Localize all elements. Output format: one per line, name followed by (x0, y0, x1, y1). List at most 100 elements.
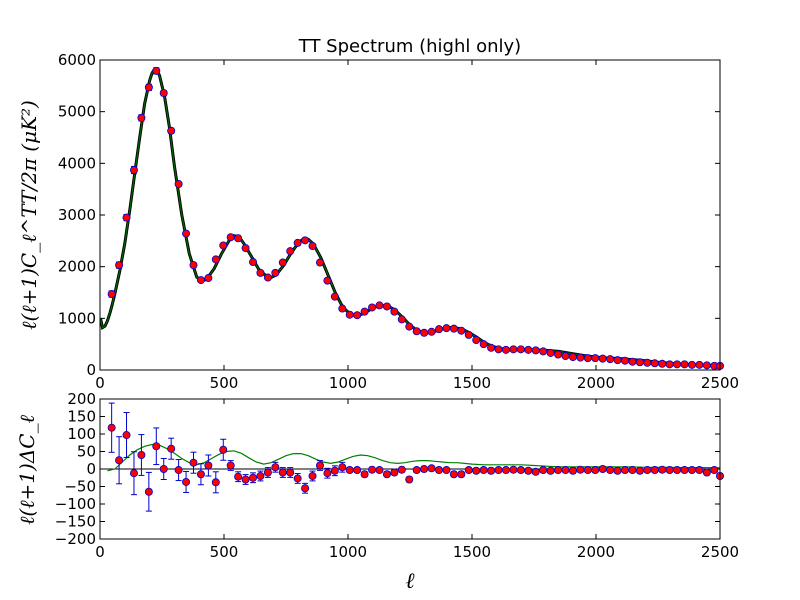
bottom-plot-frame (99, 398, 721, 540)
data-point (345, 310, 354, 319)
data-point (107, 423, 116, 432)
data-point (635, 466, 644, 475)
y-tick-label: 3000 (58, 206, 96, 224)
bottom-plot-area: 0 500 1000 1500 2000 2500−200−150−100−5005010… (55, 390, 739, 561)
data-point (680, 466, 689, 475)
data-point (144, 83, 153, 92)
data-point (286, 247, 295, 256)
data-point (368, 303, 377, 312)
data-point (167, 126, 176, 135)
data-point (271, 268, 280, 277)
data-point (256, 471, 265, 480)
data-point (107, 290, 116, 299)
data-point (554, 350, 563, 359)
data-point (115, 456, 124, 465)
data-point (293, 474, 302, 483)
y-tick-label: 0 (86, 460, 96, 478)
data-point (435, 325, 444, 334)
data-point (561, 352, 570, 361)
data-point (152, 442, 161, 451)
data-point (174, 466, 183, 475)
data-point (323, 276, 332, 285)
data-point (338, 463, 347, 472)
data-point (457, 326, 466, 335)
data-point (293, 238, 302, 247)
data-point (531, 346, 540, 355)
data-point (219, 445, 228, 454)
data-point (204, 461, 213, 470)
data-point (650, 466, 659, 475)
data-point (189, 458, 198, 467)
data-point (182, 477, 191, 486)
data-point (702, 361, 711, 370)
data-point (271, 463, 280, 472)
data-point (472, 336, 481, 345)
data-point (152, 66, 161, 75)
data-point (278, 468, 287, 477)
x-tick-label: 2500 (701, 374, 739, 392)
data-point (360, 470, 369, 479)
data-point (286, 468, 295, 477)
data-point (524, 345, 533, 354)
data-point (390, 307, 399, 316)
data-point (680, 360, 689, 369)
x-tick-label: 2500 (701, 543, 739, 561)
data-point (516, 345, 525, 354)
data-point (122, 431, 131, 440)
x-tick-label: 0 (95, 543, 105, 561)
data-point (606, 355, 615, 364)
data-point (621, 356, 630, 365)
data-point (129, 166, 138, 175)
data-point (576, 353, 585, 362)
top-plot-frame (99, 59, 721, 371)
data-point (658, 359, 667, 368)
x-tick-label: 500 (210, 543, 239, 561)
data-point (368, 465, 377, 474)
data-point (673, 360, 682, 369)
y-tick-label: 2000 (58, 258, 96, 276)
data-point (591, 354, 600, 363)
data-point (226, 233, 235, 242)
data-point (516, 466, 525, 475)
data-point (226, 461, 235, 470)
data-point (524, 466, 533, 475)
data-point (397, 315, 406, 324)
data-point (301, 484, 310, 493)
data-point (673, 466, 682, 475)
data-point (539, 466, 548, 475)
data-point (241, 475, 250, 484)
top-plot-area: 0 500 1000 1500 2000 2500 0 1000 2000 3000 4000 500… (58, 51, 739, 392)
data-point (182, 229, 191, 238)
data-point (353, 466, 362, 475)
data-point (137, 450, 146, 459)
data-point (323, 469, 332, 478)
data-point (382, 470, 391, 479)
data-point (219, 241, 228, 250)
data-point (412, 466, 421, 475)
data-point (189, 261, 198, 270)
data-point (420, 328, 429, 337)
data-point (330, 292, 339, 301)
bottom-panel: ℓ(ℓ+1)ΔC_ℓ ℓ 0 500 1000 1500 2000 2500−200−15… (15, 390, 739, 594)
data-point (650, 359, 659, 368)
data-point (583, 354, 592, 363)
data-point (479, 466, 488, 475)
data-point (360, 307, 369, 316)
data-point (330, 466, 339, 475)
data-point (643, 466, 652, 475)
y-tick-label: −50 (64, 478, 96, 496)
data-point (167, 444, 176, 453)
data-point (115, 261, 124, 270)
data-point (457, 470, 466, 479)
data-point (234, 234, 243, 243)
x-tick-label: 1000 (329, 374, 367, 392)
data-point (129, 469, 138, 478)
data-point (137, 113, 146, 122)
y-tick-label: 1000 (58, 309, 96, 327)
data-point (308, 471, 317, 480)
data-point (278, 258, 287, 267)
data-point (621, 466, 630, 475)
data-point (628, 357, 637, 366)
